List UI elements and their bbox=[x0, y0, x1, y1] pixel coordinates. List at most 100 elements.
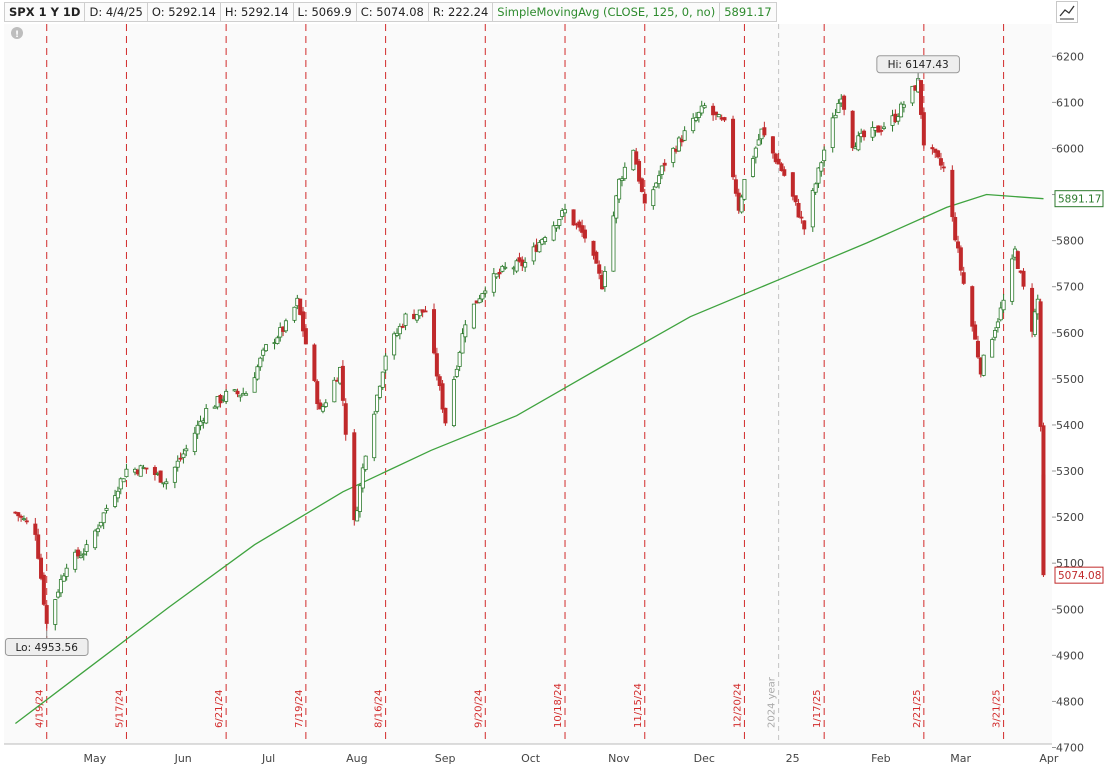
candle-body bbox=[383, 355, 388, 371]
candle-body bbox=[301, 311, 306, 332]
candle-body bbox=[819, 162, 824, 172]
chart-style-button[interactable] bbox=[1056, 1, 1078, 23]
candle-body bbox=[212, 406, 217, 409]
candle-body bbox=[101, 512, 106, 524]
candle-body bbox=[836, 103, 841, 113]
candle-body bbox=[543, 237, 548, 243]
low-readout: L: 5069.9 bbox=[292, 2, 356, 22]
candle-body bbox=[671, 147, 676, 163]
candle-body bbox=[563, 209, 568, 214]
candle-body bbox=[696, 111, 701, 118]
candle-body bbox=[352, 432, 357, 521]
high-callout-box bbox=[876, 55, 960, 74]
candle-body bbox=[571, 209, 576, 226]
candle-body bbox=[810, 190, 815, 228]
candle-body bbox=[961, 272, 966, 284]
candle-body bbox=[138, 465, 143, 477]
sma-line bbox=[15, 193, 1044, 725]
last-candle-body bbox=[1041, 474, 1046, 576]
candle-body bbox=[423, 310, 428, 313]
candle-body bbox=[731, 118, 736, 178]
candle-body bbox=[400, 325, 405, 328]
candle-body bbox=[770, 136, 775, 154]
x-month-label: Nov bbox=[608, 752, 630, 765]
candle-body bbox=[822, 149, 827, 162]
candle-body bbox=[460, 333, 465, 354]
candle-body bbox=[981, 354, 986, 376]
price-chart[interactable]: 4700 4800 4900 5000 5100 5200 5300 5400 5500 5600… bbox=[0, 24, 1116, 775]
candle-body bbox=[41, 574, 46, 605]
expiration-label: 7/19/24 bbox=[294, 689, 305, 728]
candle-body bbox=[594, 251, 599, 264]
candle-body bbox=[941, 166, 946, 169]
candle-body bbox=[938, 158, 943, 166]
candle-body bbox=[224, 390, 229, 402]
candle-body bbox=[523, 262, 528, 268]
candle-body bbox=[716, 114, 721, 118]
candle-body bbox=[799, 216, 804, 219]
candle-body bbox=[611, 215, 616, 272]
y-tick-label: 4800 bbox=[1056, 695, 1084, 708]
candle-body bbox=[830, 117, 835, 148]
candle-body bbox=[651, 189, 656, 207]
candle-body bbox=[164, 481, 169, 485]
candle-body bbox=[796, 202, 801, 218]
x-month-label: May bbox=[84, 752, 107, 765]
chart-header: SPX 1 Y 1D D: 4/4/25 O: 5292.14 H: 5292.… bbox=[0, 0, 1116, 24]
y-tick-label: 5800 bbox=[1056, 235, 1084, 248]
candle-body bbox=[397, 325, 402, 335]
candle-body bbox=[896, 116, 901, 122]
low-callout-label: Lo: 4953.56 bbox=[16, 642, 79, 654]
candle-body bbox=[995, 321, 1000, 329]
candle-body bbox=[434, 353, 439, 377]
candle-body bbox=[762, 127, 767, 136]
candle-body bbox=[560, 210, 565, 217]
candle-body bbox=[480, 293, 485, 300]
candle-body bbox=[870, 127, 875, 138]
candle-body bbox=[713, 111, 718, 116]
trend-icon bbox=[1059, 5, 1075, 20]
price-axis-background bbox=[1052, 24, 1116, 771]
candle-body bbox=[614, 195, 619, 219]
candle-body bbox=[494, 273, 499, 278]
candle-body bbox=[910, 85, 915, 104]
candle-body bbox=[121, 478, 126, 483]
candle-body bbox=[343, 403, 348, 435]
candle-body bbox=[303, 328, 308, 345]
y-tick-label: 5300 bbox=[1056, 465, 1084, 478]
y-tick-label: 4900 bbox=[1056, 649, 1084, 662]
candle-body bbox=[471, 303, 476, 329]
candle-body bbox=[956, 241, 961, 249]
candle-body bbox=[24, 520, 29, 523]
candle-body bbox=[298, 298, 303, 315]
candle-body bbox=[876, 125, 881, 133]
date-readout: D: 4/4/25 bbox=[84, 2, 147, 22]
candle-body bbox=[380, 371, 385, 388]
candle-body bbox=[332, 379, 337, 403]
candle-body bbox=[440, 383, 445, 410]
candle-body bbox=[856, 135, 861, 151]
candle-body bbox=[64, 567, 69, 577]
study-label[interactable]: SimpleMovingAvg (CLOSE, 125, 0, no) bbox=[492, 2, 720, 22]
candle-body bbox=[158, 470, 163, 483]
candle-body bbox=[323, 402, 328, 407]
candle-body bbox=[283, 320, 288, 332]
candle-body bbox=[357, 485, 362, 512]
candle-body bbox=[443, 407, 448, 424]
candle-body bbox=[58, 579, 63, 594]
candle-body bbox=[1032, 311, 1037, 335]
candle-body bbox=[1021, 270, 1026, 287]
candle-body bbox=[93, 530, 98, 549]
range-readout: R: 222.24 bbox=[427, 2, 493, 22]
expiration-label: 6/21/24 bbox=[214, 689, 225, 728]
candle-body bbox=[691, 117, 696, 132]
candle-body bbox=[936, 150, 941, 158]
low-callout-box bbox=[4, 637, 89, 656]
candle-body bbox=[417, 309, 422, 317]
candle-body bbox=[602, 271, 607, 288]
chart-svg: 4700480049005000510052005300540055005600… bbox=[4, 24, 1116, 771]
symbol-label[interactable]: SPX 1 Y 1D bbox=[4, 2, 85, 22]
x-month-label: Apr bbox=[1039, 752, 1059, 765]
y-tick-label: 5400 bbox=[1056, 419, 1084, 432]
candle-body bbox=[597, 264, 602, 274]
